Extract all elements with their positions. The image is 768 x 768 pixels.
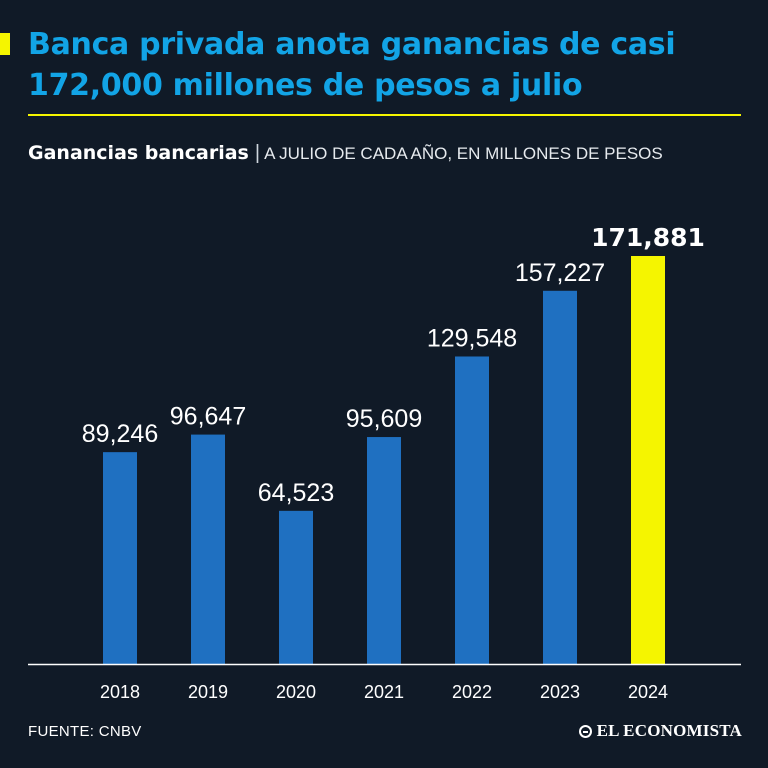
x-tick-2020: 2020 — [276, 682, 316, 702]
data-label-2021: 95,609 — [346, 405, 422, 433]
headline-rule — [28, 114, 741, 116]
x-tick-2019: 2019 — [188, 682, 228, 702]
bar-2020 — [279, 510, 313, 664]
subtitle-separator: | — [254, 142, 261, 164]
logo-text: EL ECONOMISTA — [596, 721, 742, 740]
source-note: FUENTE: CNBV — [28, 723, 142, 740]
data-label-2020: 64,523 — [258, 479, 334, 507]
bar-2022 — [455, 356, 489, 664]
x-tick-2018: 2018 — [100, 682, 140, 702]
accent-bar — [0, 33, 10, 55]
x-tick-2022: 2022 — [452, 682, 492, 702]
data-label-2018: 89,246 — [82, 420, 158, 448]
data-label-2024: 171,881 — [591, 223, 705, 252]
data-label-2019: 96,647 — [170, 403, 246, 431]
bar-2023 — [543, 290, 577, 664]
bar-2018 — [103, 452, 137, 664]
x-tick-2023: 2023 — [540, 682, 580, 702]
logo-icon — [578, 724, 592, 738]
bar-2021 — [367, 437, 401, 664]
chart-subtitle: Ganancias bancarias | A JULIO DE CADA AÑO,… — [28, 138, 748, 169]
x-tick-2024: 2024 — [628, 682, 668, 702]
subtitle-note: A JULIO DE CADA AÑO, EN MILLONES DE PESO… — [264, 144, 663, 163]
data-label-2023: 157,227 — [515, 259, 605, 287]
bar-2024 — [631, 256, 665, 664]
data-label-2022: 129,548 — [427, 324, 517, 352]
bar-2019 — [191, 434, 225, 664]
x-tick-2021: 2021 — [364, 682, 404, 702]
headline: Banca privada anota ganancias de casi 17… — [28, 27, 676, 103]
publisher-logo: EL ECONOMISTA — [578, 721, 742, 741]
subtitle-title: Ganancias bancarias — [28, 142, 249, 164]
